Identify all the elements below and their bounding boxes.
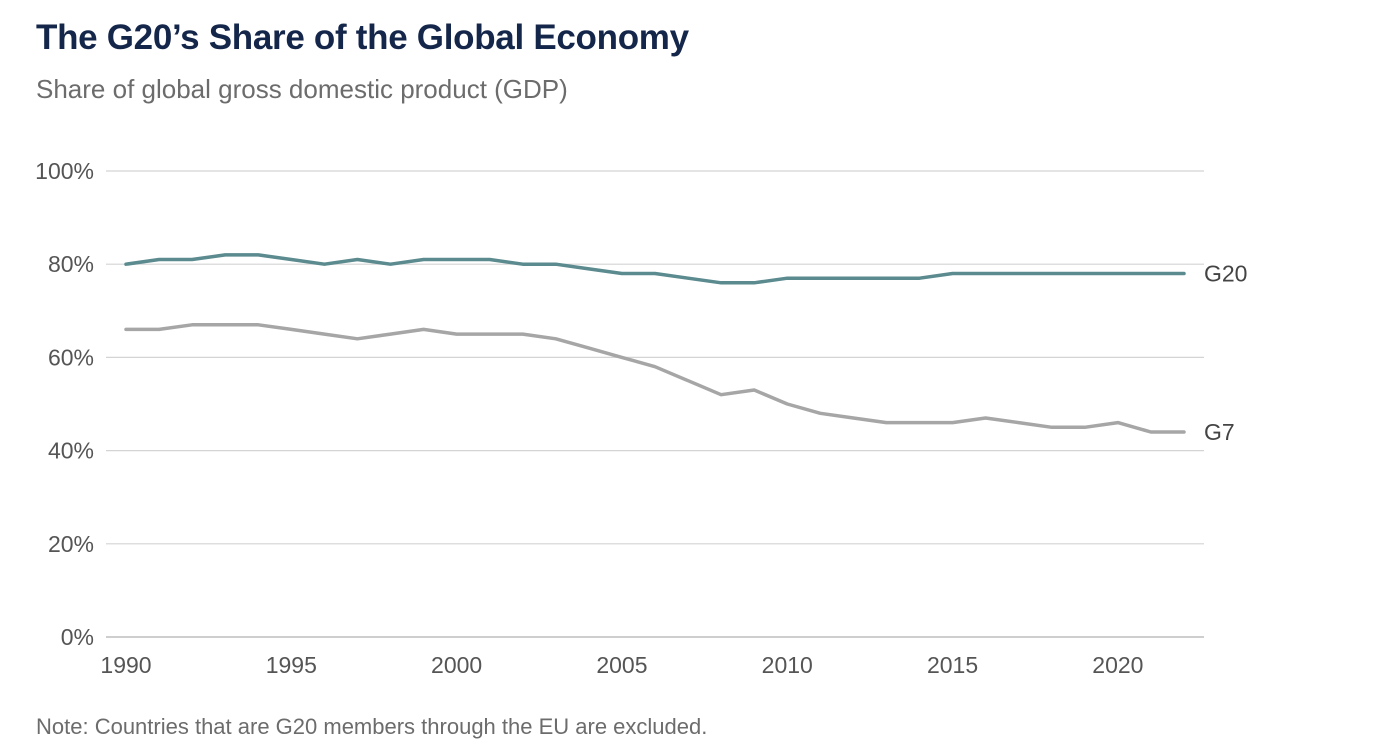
- x-tick-label: 1995: [266, 652, 317, 678]
- g7-data-point: [1183, 431, 1186, 434]
- g7-data-point: [918, 421, 921, 424]
- x-tick-label: 2015: [927, 652, 978, 678]
- g20-data-point: [422, 258, 425, 261]
- g7-data-point: [554, 337, 557, 340]
- g7-data-point: [984, 417, 987, 420]
- grid-layer: [106, 170, 1204, 638]
- g7-data-point: [323, 333, 326, 336]
- chart-title: The G20’s Share of the Global Economy: [36, 18, 689, 57]
- g20-data-point: [521, 263, 524, 266]
- g20-data-point: [1017, 272, 1020, 275]
- g20-data-point: [753, 281, 756, 284]
- g20-data-point: [819, 277, 822, 280]
- g20-data-point: [389, 263, 392, 266]
- g7-data-point: [951, 421, 954, 424]
- y-tick-label: 40%: [48, 438, 94, 464]
- g7-data-point: [786, 403, 789, 406]
- chart-note: Note: Countries that are G20 members thr…: [36, 714, 708, 739]
- x-tick-label: 2010: [762, 652, 813, 678]
- g7-data-point: [687, 379, 690, 382]
- g7-data-point: [488, 333, 491, 336]
- g20-data-point: [554, 263, 557, 266]
- g7-data-point: [1116, 421, 1119, 424]
- g20-data-point: [1149, 272, 1152, 275]
- g7-data-point: [819, 412, 822, 415]
- g7-data-point: [389, 333, 392, 336]
- g20-data-point: [852, 277, 855, 280]
- g20-data-point: [290, 258, 293, 261]
- g20-data-point: [455, 258, 458, 261]
- g20-data-point: [488, 258, 491, 261]
- g20-data-point: [323, 263, 326, 266]
- g7-data-point: [257, 323, 260, 326]
- g7-data-point: [521, 333, 524, 336]
- g7-data-point: [1050, 426, 1053, 429]
- g7-data-point: [720, 393, 723, 396]
- g20-data-point: [1116, 272, 1119, 275]
- label-layer: 0% 20% 40% 60% 80% 100% 1990 1995 2000 2005 2010 20…: [35, 158, 1247, 678]
- g20-data-point: [786, 277, 789, 280]
- g7-series-label: G7: [1204, 419, 1235, 445]
- g20-data-point: [1183, 272, 1186, 275]
- g20-data-point: [918, 277, 921, 280]
- g20-series-line: [124, 253, 1186, 285]
- g20-data-point: [654, 272, 657, 275]
- y-tick-label: 60%: [48, 344, 94, 370]
- g20-data-point: [885, 277, 888, 280]
- g7-data-point: [753, 389, 756, 392]
- g20-data-point: [984, 272, 987, 275]
- y-tick-label: 20%: [48, 531, 94, 557]
- g7-data-point: [1149, 431, 1152, 434]
- g7-data-point: [852, 417, 855, 420]
- y-tick-label: 80%: [48, 251, 94, 277]
- g7-data-point: [455, 333, 458, 336]
- chart-subtitle: Share of global gross domestic product (…: [36, 74, 568, 104]
- g7-data-point: [224, 323, 227, 326]
- x-tick-label: 2020: [1092, 652, 1143, 678]
- x-tick-label: 1990: [100, 652, 151, 678]
- g20-data-point: [125, 263, 128, 266]
- g20-data-point: [720, 281, 723, 284]
- series-layer: [124, 253, 1186, 434]
- g20-data-point: [191, 258, 194, 261]
- g7-data-point: [191, 323, 194, 326]
- g7-data-point: [125, 328, 128, 331]
- g20-data-point: [587, 267, 590, 270]
- g20-data-point: [257, 253, 260, 256]
- g7-data-point: [356, 337, 359, 340]
- y-tick-label: 100%: [35, 158, 94, 184]
- g7-data-point: [158, 328, 161, 331]
- g20-data-point: [224, 253, 227, 256]
- g7-data-point: [1083, 426, 1086, 429]
- g7-data-point: [885, 421, 888, 424]
- x-tick-label: 2000: [431, 652, 482, 678]
- g20-data-point: [356, 258, 359, 261]
- g7-series-line: [124, 323, 1186, 434]
- g20-data-point: [158, 258, 161, 261]
- g7-data-point: [1017, 421, 1020, 424]
- g20-data-point: [1083, 272, 1086, 275]
- g7-data-point: [587, 347, 590, 350]
- g7-data-point: [290, 328, 293, 331]
- g20-series-label: G20: [1204, 261, 1247, 287]
- g20-data-point: [620, 272, 623, 275]
- g7-data-point: [620, 356, 623, 359]
- x-tick-label: 2005: [596, 652, 647, 678]
- g20-data-point: [687, 277, 690, 280]
- g20-data-point: [951, 272, 954, 275]
- y-tick-label: 0%: [61, 624, 94, 650]
- g20-data-point: [1050, 272, 1053, 275]
- g7-data-point: [654, 365, 657, 368]
- g7-data-point: [422, 328, 425, 331]
